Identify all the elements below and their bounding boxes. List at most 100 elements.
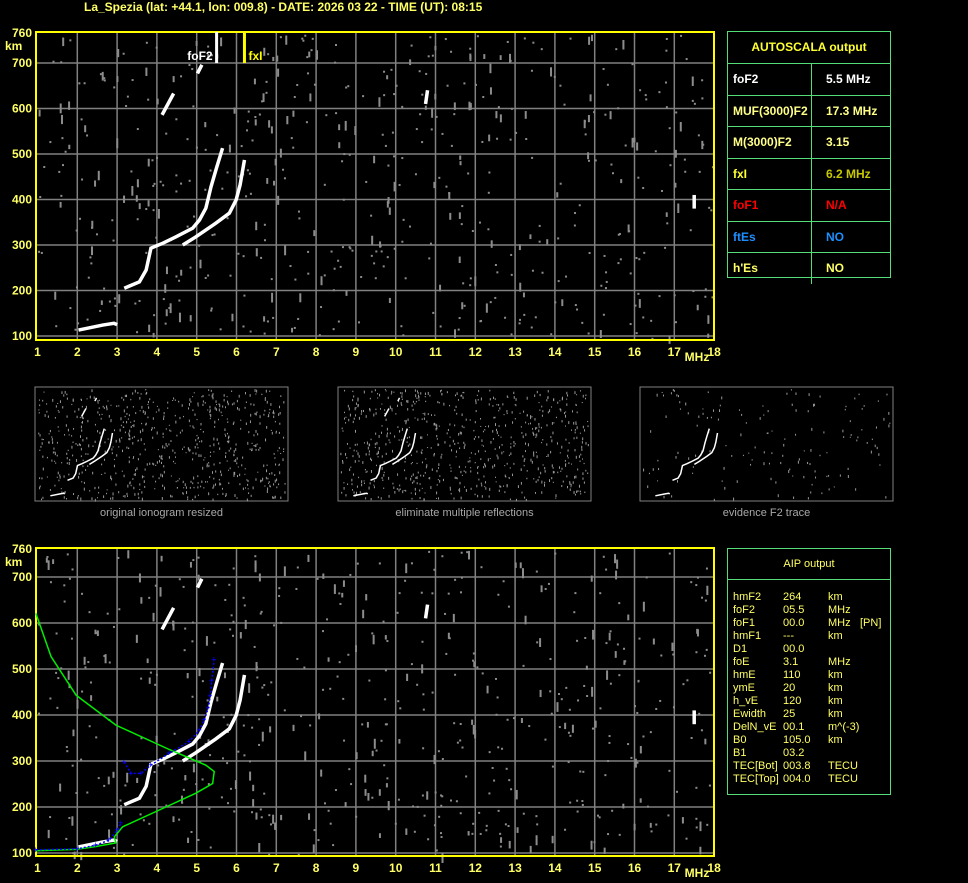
aip-row: DelN_vE 00.1 m^(-3) <box>728 721 890 734</box>
noise-speck <box>92 471 94 475</box>
noise-speck <box>204 401 206 404</box>
noise-speck <box>463 82 466 85</box>
noise-speck <box>541 480 543 484</box>
aip-cell: km <box>828 591 843 603</box>
noise-speck <box>263 47 266 56</box>
noise-speck <box>85 469 87 471</box>
noise-speck <box>693 102 696 105</box>
noise-speck <box>188 419 190 423</box>
noise-speck <box>349 468 351 472</box>
noise-speck <box>438 444 440 446</box>
noise-speck <box>690 736 693 739</box>
noise-speck <box>642 601 645 612</box>
noise-speck <box>172 816 175 823</box>
noise-speck <box>480 425 482 427</box>
noise-speck <box>402 334 405 337</box>
autoscala-row-fof1: foF1 N/A <box>728 190 890 222</box>
noise-speck <box>126 394 128 398</box>
noise-speck <box>168 307 171 310</box>
noise-speck <box>181 404 183 407</box>
noise-speck <box>551 406 553 408</box>
noise-speck <box>210 54 213 57</box>
autoscala-value: 6.2 MHz <box>826 166 871 181</box>
noise-speck <box>153 427 155 429</box>
noise-speck <box>788 470 790 474</box>
noise-speck <box>397 700 400 703</box>
noise-speck <box>438 463 440 467</box>
aip-cell: 120 <box>783 695 802 707</box>
noise-speck <box>192 425 194 428</box>
noise-speck <box>223 672 226 679</box>
noise-speck <box>565 686 568 689</box>
noise-speck <box>227 441 229 444</box>
noise-speck <box>580 453 582 456</box>
noise-speck <box>83 487 85 491</box>
noise-speck <box>540 471 542 475</box>
noise-speck <box>387 164 390 167</box>
noise-speck <box>784 438 786 440</box>
noise-speck <box>414 402 416 405</box>
noise-speck <box>343 153 346 156</box>
noise-speck <box>155 673 158 676</box>
noise-speck <box>433 422 435 426</box>
noise-speck <box>112 771 115 778</box>
noise-speck <box>454 578 457 581</box>
noise-speck <box>508 476 510 479</box>
noise-speck <box>687 412 689 415</box>
noise-speck <box>381 403 383 405</box>
noise-speck <box>182 492 184 495</box>
noise-speck <box>206 463 208 467</box>
noise-speck <box>541 442 543 444</box>
noise-speck <box>255 393 257 395</box>
noise-speck <box>567 457 569 459</box>
noise-speck <box>370 254 373 257</box>
noise-speck <box>247 483 249 486</box>
noise-speck <box>497 106 500 109</box>
noise-speck <box>273 497 275 499</box>
noise-speck <box>132 458 134 460</box>
noise-speck <box>108 829 111 839</box>
noise-speck <box>398 460 400 463</box>
thumbnail-trace <box>88 432 114 466</box>
noise-speck <box>173 397 175 400</box>
noise-speck <box>265 80 268 83</box>
noise-speck <box>686 679 689 682</box>
noise-speck <box>272 814 275 824</box>
noise-speck <box>652 638 655 645</box>
noise-speck <box>138 496 140 499</box>
noise-speck <box>481 140 484 143</box>
noise-speck <box>513 462 515 465</box>
noise-speck <box>648 472 650 475</box>
noise-speck <box>407 400 409 404</box>
noise-speck <box>376 452 378 456</box>
noise-speck <box>213 451 215 453</box>
noise-speck <box>388 476 390 480</box>
noise-speck <box>38 409 40 411</box>
noise-speck <box>433 824 436 827</box>
noise-speck <box>210 309 213 312</box>
noise-speck <box>147 158 150 167</box>
x-tick-label: 6 <box>233 345 240 359</box>
noise-speck <box>674 149 677 158</box>
noise-speck <box>587 332 590 335</box>
noise-speck <box>263 223 266 226</box>
noise-speck <box>676 394 678 397</box>
noise-speck <box>80 435 82 438</box>
noise-speck <box>506 410 508 413</box>
noise-speck <box>497 593 500 596</box>
noise-speck <box>83 82 86 85</box>
noise-speck <box>490 441 492 444</box>
noise-speck <box>470 487 472 490</box>
noise-speck <box>200 428 202 430</box>
noise-speck <box>115 483 117 486</box>
noise-speck <box>876 446 878 450</box>
noise-speck <box>280 453 282 455</box>
noise-speck <box>155 464 157 467</box>
noise-speck <box>311 37 314 40</box>
noise-speck <box>407 418 409 422</box>
noise-speck <box>352 473 354 476</box>
x-tick-label: 1 <box>34 345 41 359</box>
noise-speck <box>64 490 66 494</box>
noise-speck <box>135 634 138 643</box>
noise-speck <box>807 497 809 500</box>
